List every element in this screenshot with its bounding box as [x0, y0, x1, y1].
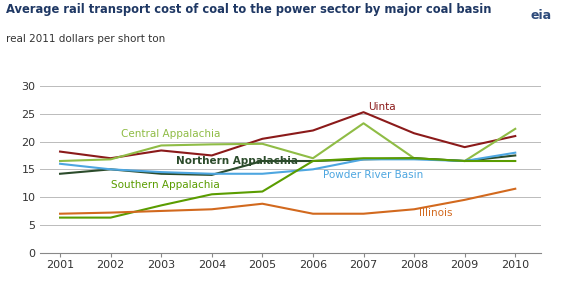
Text: real 2011 dollars per short ton: real 2011 dollars per short ton [6, 34, 165, 44]
Text: Southern Appalachia: Southern Appalachia [110, 180, 220, 190]
Text: Northern Appalachia: Northern Appalachia [176, 156, 298, 166]
Text: Uinta: Uinta [369, 102, 396, 112]
Text: eia: eia [531, 9, 552, 22]
Text: Powder River Basin: Powder River Basin [323, 170, 423, 180]
Text: Illinois: Illinois [419, 208, 453, 218]
Text: Central Appalachia: Central Appalachia [121, 129, 220, 139]
Text: Average rail transport cost of coal to the power sector by major coal basin: Average rail transport cost of coal to t… [6, 3, 491, 16]
